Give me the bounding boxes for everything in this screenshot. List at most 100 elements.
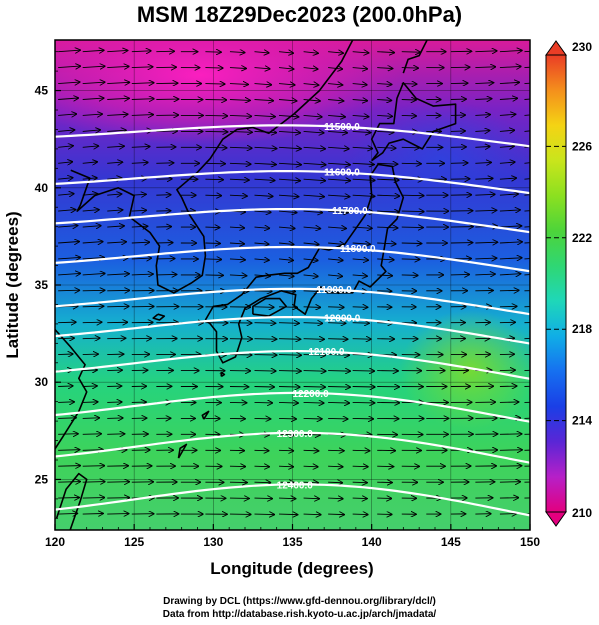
wind-arrow [303,323,323,324]
wind-arrow [499,162,515,163]
wind-arrow [303,243,319,245]
wind-arrow [279,514,297,515]
wind-arrow [279,450,293,451]
wind-arrow [475,258,496,259]
wind-arrow [107,162,122,163]
wind-arrow [254,147,277,148]
wind-arrow [352,68,367,69]
wind-arrow [82,162,97,163]
wind-arrow [499,82,519,83]
wind-arrow [107,98,129,99]
wind-arrow [524,274,530,276]
wind-arrow [475,210,496,211]
wind-arrow [328,466,342,467]
wind-arrow [524,385,530,387]
wind-arrow [524,401,530,403]
wind-arrow [279,434,294,435]
wind-arrow [278,243,293,244]
x-axis-label: Longitude (degrees) [210,559,373,578]
wind-arrow [303,498,319,499]
wind-arrow [82,178,97,179]
wind-arrow [377,243,395,244]
wind-arrow [82,354,98,355]
wind-arrow [499,98,517,99]
wind-arrow [377,68,392,69]
contour-label: 11800.0 [340,244,376,255]
colorbar-label: 230 [572,40,592,54]
wind-arrow [82,130,100,131]
wind-arrow [352,52,369,53]
y-tick-label: 30 [35,375,49,389]
wind-vectors [58,50,530,515]
wind-arrow [229,115,251,116]
wind-arrow [475,131,489,132]
wind-arrow [107,242,126,243]
wind-arrow [499,226,521,227]
wind-arrow [328,147,349,148]
wind-arrow [58,450,79,451]
wind-arrow [328,163,350,164]
wind-arrow [328,179,350,180]
wind-arrow [328,84,342,85]
wind-arrow [524,258,530,260]
wind-arrow [377,211,399,212]
wind-arrow [303,418,322,419]
wind-arrow [82,306,104,307]
wind-arrow [82,466,105,467]
wind-arrow [524,497,530,499]
wind-arrow [131,162,148,163]
wind-arrow [131,83,154,84]
wind-arrow [524,178,530,180]
wind-arrow [303,307,321,308]
wind-arrow [254,275,270,276]
wind-arrow [131,115,153,116]
wind-arrow [328,387,350,388]
wind-arrow [107,226,124,227]
wind-arrow [377,275,392,276]
wind-arrow [303,259,318,260]
wind-arrow [303,387,325,388]
wind-arrow [58,322,76,323]
wind-arrow [524,306,530,308]
warm-region-east [400,310,530,430]
wind-arrow [499,66,521,67]
wind-arrow [279,211,296,212]
wind-arrow [82,50,104,51]
wind-arrow [499,274,520,275]
wind-arrow [58,194,73,195]
wind-arrow [328,291,342,292]
wind-arrow [58,466,80,467]
credit-drawing: Drawing by DCL (https://www.gfd-dennou.o… [163,596,436,607]
wind-arrow [303,275,318,277]
colorbar-label: 222 [572,231,592,245]
wind-arrow [82,290,105,291]
wind-arrow [107,146,124,147]
colorbar: 230 226 222 218 214 210 [545,40,592,527]
wind-arrow [58,130,74,131]
wind-arrow [328,355,349,356]
colorbar-min-arrow [545,511,567,527]
wind-arrow [58,210,75,211]
wind-arrow [58,226,77,227]
wind-arrow [377,179,399,180]
wind-arrow [82,273,105,274]
wind-arrow [328,482,342,483]
wind-arrow [254,195,273,196]
wind-arrow [131,226,148,227]
wind-arrow [279,339,300,340]
wind-arrow [131,258,151,259]
wind-arrow [499,146,514,147]
wind-arrow [328,227,346,228]
wind-arrow [279,227,295,228]
wind-arrow [524,114,530,116]
wind-arrow [475,274,494,275]
wind-arrow [107,210,122,211]
wind-arrow [303,514,321,515]
contour-label: 12100.0 [308,347,345,358]
wind-arrow [58,354,72,355]
wind-arrow [58,402,74,403]
wind-arrow [254,100,274,101]
wind-arrow [377,163,397,164]
wind-arrow [499,114,515,115]
wind-arrow [303,355,326,356]
